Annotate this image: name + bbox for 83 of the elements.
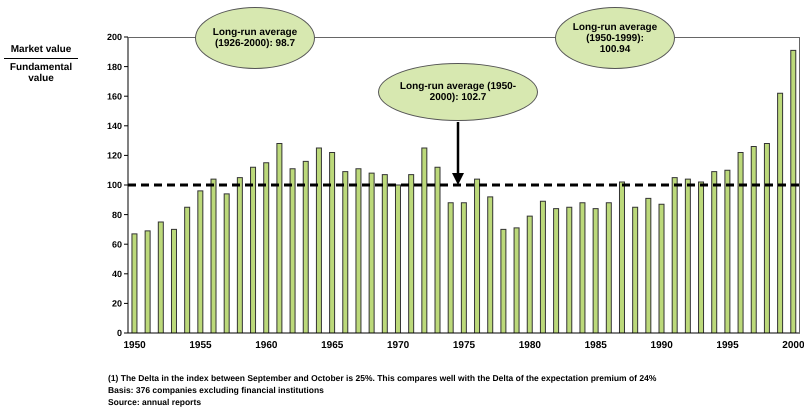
y-tick-label: 120 [106,150,122,161]
y-tick-label: 0 [116,328,122,338]
bar [448,202,454,333]
x-tick-label: 1970 [386,340,410,352]
bar [777,92,784,333]
bar [394,184,401,333]
bar [592,208,599,333]
bar [579,202,586,333]
bar [170,228,177,333]
bar [236,177,243,333]
bar [658,204,665,333]
bar [158,222,164,333]
bar [368,172,375,333]
bar [698,182,704,333]
x-tick-label: 1985 [584,340,608,352]
annotation: Long-run average (1950-1999): 100.94 [572,22,658,54]
bar [316,148,322,333]
y-tick-label: 140 [106,120,122,131]
y-tick-label: 100 [106,180,122,190]
y-tick-label: 200 [106,32,122,42]
bar [606,202,612,333]
bar [618,182,625,333]
x-tick-label: 1960 [255,340,278,352]
callout-ellipse: Long-run average (1926-2000): 98.7 [195,7,315,69]
bar [553,208,560,333]
bar [290,168,296,333]
bar [632,206,638,333]
x-tick-label: 1990 [650,340,674,352]
bar [382,174,388,333]
bar [711,171,718,333]
bar [421,148,428,333]
bar [672,177,678,333]
y-tick-label: 80 [112,210,122,220]
bar [790,50,796,333]
bar [250,166,256,333]
bar [302,160,309,333]
source-note: Source: annual reports [108,396,202,408]
y-axis-title: Market value Fundamental value [8,44,74,84]
bar [474,178,480,333]
bar [197,190,204,333]
y-tick-label: 180 [106,62,122,72]
bar [263,162,270,333]
text: Basis: 376 companies excluding financial institutions [108,384,325,396]
y-tick-label: 160 [106,91,122,102]
bar [276,143,282,333]
callout-ellipse: Long-run average (1950-1999): 100.94 [555,7,675,69]
bar [514,227,520,333]
bar [724,170,730,333]
x-tick-label: 2000 [782,340,804,352]
bar [408,174,414,333]
x-tick-label: 1975 [452,340,476,352]
bar [329,152,336,333]
bar [566,206,572,333]
bar [526,216,533,333]
annotation: Long-run average (1926-2000): 98.7 [212,27,298,49]
y-tick-label: 40 [112,268,122,279]
x-tick-label: 1995 [716,340,740,352]
bar [460,202,467,333]
bar [738,152,744,333]
bar [487,196,494,333]
bar [210,178,217,333]
bar [355,168,362,333]
bar [224,193,230,333]
x-tick-label: 1955 [189,340,212,352]
bar [131,233,138,333]
bar [540,200,546,333]
bar [434,166,441,333]
annotation: Long-run average (1950-2000): 102.7 [398,81,518,103]
bar [764,143,770,333]
x-tick-label: 1980 [518,340,542,352]
bar [684,178,691,333]
bar [184,206,190,333]
bar [750,146,757,333]
bar [342,171,348,333]
bar [645,198,652,333]
bar [500,228,506,333]
x-tick-label: 1950 [123,340,146,352]
y-tick-label: 20 [112,298,122,309]
text: (1) The Delta in the index between September and October is 25%. This compares well with the Delta of the expectation premium of 24% [108,372,656,384]
y-tick-label: 60 [112,239,122,250]
callout-ellipse: Long-run average (1950-2000): 102.7 [378,63,538,121]
bar [144,230,151,333]
x-tick-label: 1965 [321,340,344,352]
